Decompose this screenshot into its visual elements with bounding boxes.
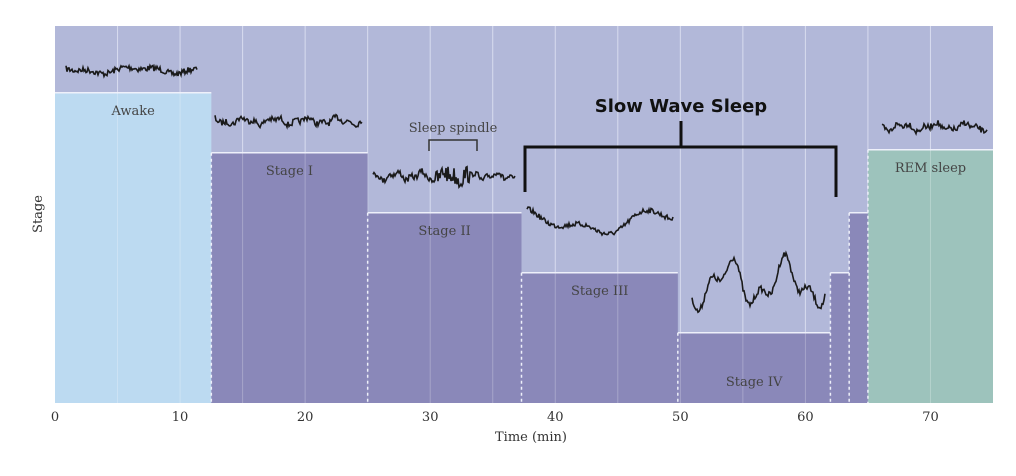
stage-bar [849,212,868,403]
x-tick-label: 0 [51,410,59,425]
eeg-trace [65,63,198,79]
eeg-trace [881,120,988,136]
stage-bar [211,152,368,403]
stage-bar [521,272,678,403]
x-tick-label: 70 [922,410,939,425]
stage-bar [677,332,831,403]
slow-wave-sleep-label: Slow Wave Sleep [595,96,768,117]
eeg-trace [526,206,674,237]
stage-bars [55,92,993,404]
x-tick-label: 30 [422,410,439,425]
stage-label: Stage I [266,164,313,179]
x-tick-label: 50 [672,410,689,425]
x-tick-label: 20 [297,410,314,425]
eeg-trace [691,250,826,314]
stage-label: REM sleep [895,161,966,176]
sleep-spindle-bracket [428,139,478,151]
x-tick-label: 10 [172,410,189,425]
x-tick-label: 40 [547,410,564,425]
sleep-spindle-label: Sleep spindle [409,121,498,136]
x-axis-label: Time (min) [495,430,567,445]
eeg-traces [65,63,988,314]
slow-wave-sleep-annotation: Slow Wave Sleep [523,96,838,197]
sleep-spindle-annotation: Sleep spindle [409,121,498,151]
stage-bar [55,92,212,404]
eeg-trace [214,113,363,130]
stage-bar [367,212,522,403]
x-tick-label: 60 [797,410,814,425]
x-axis-ticks: 0 10 20 30 40 50 60 70 [51,410,939,425]
stage-bar [830,272,850,403]
stage-label: Awake [111,104,156,119]
y-axis-label: Stage [31,195,46,233]
stage-labels: Awake Stage I Stage II Stage III Stage IV REM… [111,104,967,390]
stage-label: Stage IV [726,375,783,390]
eeg-trace [372,165,516,190]
stage-bar [867,149,993,403]
slow-wave-sleep-bracket [523,121,838,197]
stage-label: Stage II [418,224,470,239]
stage-label: Stage III [571,284,628,299]
